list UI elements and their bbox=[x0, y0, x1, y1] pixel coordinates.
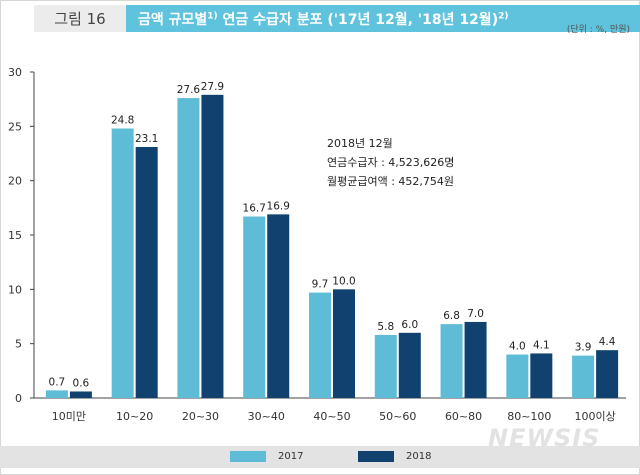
figure-label: 그림 16 bbox=[34, 5, 126, 32]
legend-label-2017: 2017 bbox=[278, 451, 304, 462]
x-tick-label: 30~40 bbox=[248, 410, 285, 423]
data-label-2017: 0.7 bbox=[49, 376, 66, 388]
x-tick-label: 60~80 bbox=[445, 410, 482, 423]
x-tick-label: 10~20 bbox=[116, 410, 153, 423]
data-label-2018: 0.6 bbox=[73, 377, 90, 389]
legend: 2017 2018 bbox=[0, 446, 640, 468]
legend-swatch-2017 bbox=[230, 451, 266, 462]
x-tick-label: 100이상 bbox=[574, 410, 615, 423]
x-tick-label: 20~30 bbox=[182, 410, 219, 423]
data-label-2017: 9.7 bbox=[312, 279, 329, 291]
watermark-logo: NEWSIS bbox=[488, 424, 601, 452]
data-label-2017: 3.9 bbox=[575, 342, 592, 354]
data-label-2018: 27.9 bbox=[201, 81, 224, 93]
title-footnote-2: 2) bbox=[498, 10, 509, 21]
title-rest: 연금 수급자 분포 ('17년 12월, '18년 12월) bbox=[217, 11, 499, 28]
data-label-2018: 23.1 bbox=[135, 133, 158, 145]
legend-label-2018: 2018 bbox=[406, 451, 432, 462]
unit-label: (단위 : %, 만원) bbox=[566, 25, 630, 35]
y-tick-label: 30 bbox=[8, 66, 22, 79]
data-label-2017: 16.7 bbox=[243, 203, 266, 215]
y-tick-label: 25 bbox=[8, 120, 22, 133]
data-label-2018: 6.0 bbox=[401, 319, 418, 331]
bar-2017 bbox=[111, 128, 134, 399]
data-label-2018: 4.1 bbox=[533, 339, 550, 351]
data-label-2017: 4.0 bbox=[509, 341, 526, 353]
title-bar: 금액 규모별1) 연금 수급자 분포 ('17년 12월, '18년 12월)2… bbox=[126, 5, 640, 35]
y-tick-label: 10 bbox=[8, 283, 22, 296]
bar-2018 bbox=[267, 214, 290, 398]
bar-2018 bbox=[333, 289, 355, 398]
bar-2018 bbox=[530, 353, 553, 398]
data-label-2018: 7.0 bbox=[467, 308, 484, 320]
x-tick-label: 40~50 bbox=[313, 410, 350, 423]
x-tick-label: 80~100 bbox=[507, 410, 551, 423]
legend-item-2018: 2018 bbox=[358, 451, 431, 462]
y-tick-label: 20 bbox=[8, 175, 22, 188]
bar-2017 bbox=[309, 292, 331, 398]
y-tick-label: 15 bbox=[8, 229, 22, 242]
y-tick-label: 0 bbox=[15, 392, 22, 405]
bar-2018 bbox=[398, 332, 421, 398]
bar-2017 bbox=[440, 324, 463, 398]
bar-2018 bbox=[464, 321, 487, 398]
figure-header: 그림 16 금액 규모별1) 연금 수급자 분포 ('17년 12월, '18년… bbox=[0, 0, 640, 38]
x-tick-label: 10미만 bbox=[52, 410, 86, 423]
title-main: 금액 규모별 bbox=[138, 11, 208, 28]
legend-swatch-2018 bbox=[358, 451, 394, 462]
bar-2017 bbox=[177, 98, 200, 398]
data-label-2018: 10.0 bbox=[332, 275, 355, 287]
bar-2018 bbox=[135, 146, 158, 398]
y-tick-label: 5 bbox=[15, 338, 22, 351]
bar-2017 bbox=[572, 355, 595, 398]
data-label-2018: 16.9 bbox=[267, 200, 290, 212]
data-label-2017: 24.8 bbox=[111, 115, 134, 127]
bar-2017 bbox=[374, 334, 397, 398]
bar-2018 bbox=[201, 94, 224, 398]
annotation-recipients: 연금수급자 : 4,523,626명 bbox=[327, 156, 455, 169]
legend-item-2017: 2017 bbox=[230, 451, 303, 462]
chart-annotation: 2018년 12월 연금수급자 : 4,523,626명 월평균급여액 : 45… bbox=[327, 134, 454, 191]
annotation-avg-benefit: 월평균급여액 : 452,754원 bbox=[327, 175, 455, 188]
x-tick-label: 50~60 bbox=[379, 410, 416, 423]
bar-2017 bbox=[243, 216, 266, 398]
data-label-2017: 27.6 bbox=[177, 84, 201, 96]
annotation-date: 2018년 12월 bbox=[327, 137, 393, 150]
bar-2018 bbox=[596, 350, 619, 398]
bar-2017 bbox=[506, 354, 529, 398]
chart-title: 금액 규모별1) 연금 수급자 분포 ('17년 12월, '18년 12월)2… bbox=[126, 9, 508, 29]
bar-2017 bbox=[45, 390, 68, 398]
data-label-2018: 4.4 bbox=[599, 336, 616, 348]
title-footnote-1: 1) bbox=[207, 10, 218, 21]
data-label-2017: 6.8 bbox=[443, 310, 460, 322]
data-label-2017: 5.8 bbox=[377, 321, 394, 333]
bar-2018 bbox=[69, 391, 92, 398]
